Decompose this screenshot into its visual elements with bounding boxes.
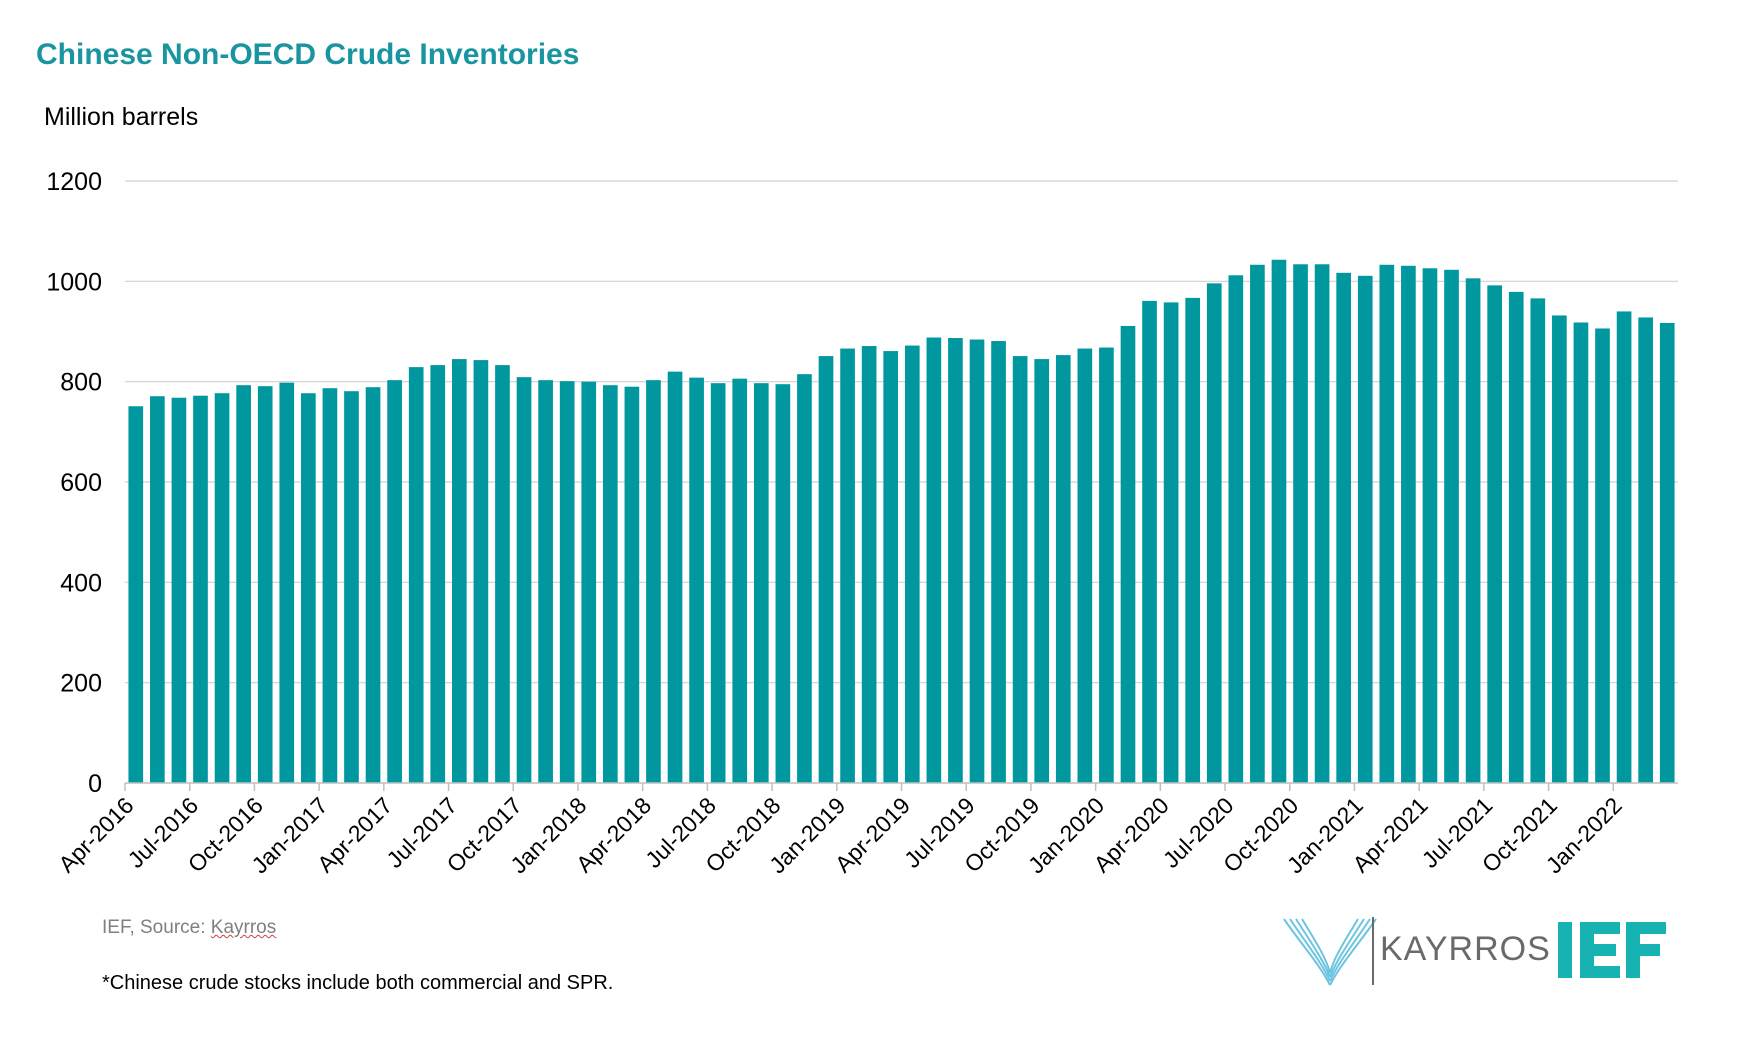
bar-Feb-2017 [344, 391, 359, 783]
bar-Dec-2016 [301, 393, 316, 783]
bar-Feb-2021 [1379, 264, 1395, 783]
bar-Aug-2020 [1250, 264, 1265, 783]
bar-Jan-2020 [1099, 347, 1114, 783]
bar-Oct-2020 [1293, 264, 1308, 783]
bar-Oct-2018 [775, 384, 791, 783]
bar-Oct-2019 [1034, 359, 1050, 783]
bar-Mar-2020 [1142, 300, 1157, 783]
ief-logo [1558, 922, 1666, 978]
bar-Mar-2022 [1659, 322, 1675, 783]
chart-title: Chinese Non-OECD Crude Inventories [36, 38, 580, 71]
bar-May-2021 [1444, 269, 1459, 783]
x-axis-ticks: Apr-2016Jul-2016Oct-2016Jan-2017Apr-2017… [53, 783, 1627, 878]
x-tick-label: Apr-2016 [53, 792, 138, 877]
bar-Oct-2021 [1552, 315, 1567, 783]
bar-Mar-2018 [624, 386, 640, 783]
bar-Nov-2018 [797, 374, 812, 783]
bar-May-2020 [1185, 297, 1201, 783]
y-tick-label: 1200 [46, 168, 102, 196]
bar-Aug-2017 [473, 360, 489, 783]
bar-Apr-2016 [128, 406, 144, 783]
y-axis-ticks: 0 200 400 600 800 1000 1200 [46, 168, 102, 798]
bar-Dec-2021 [1595, 328, 1610, 783]
bar-Aug-2021 [1508, 291, 1524, 783]
bar-Aug-2019 [991, 341, 1006, 783]
bar-Apr-2019 [904, 345, 920, 783]
bar-May-2016 [150, 396, 165, 783]
source-prefix: IEF, Source: [102, 917, 211, 938]
bar-Sep-2017 [495, 365, 510, 783]
bar-Jun-2017 [430, 365, 446, 783]
kayrros-wordmark: KAYRROS [1380, 930, 1551, 968]
bar-May-2017 [408, 367, 424, 783]
bar-Apr-2020 [1163, 302, 1179, 783]
y-tick-label: 0 [88, 770, 102, 798]
bar-Aug-2016 [214, 393, 230, 783]
bar-Jun-2016 [171, 397, 187, 783]
bar-Feb-2020 [1120, 325, 1136, 783]
bar-Jul-2017 [451, 359, 467, 783]
source-credit: IEF, Source: Kayrros [102, 917, 276, 939]
bar-Mar-2017 [365, 387, 381, 783]
bars [128, 259, 1675, 783]
bar-Nov-2016 [279, 382, 295, 783]
bar-Jul-2021 [1487, 285, 1502, 783]
bar-Nov-2019 [1055, 355, 1071, 783]
bar-Sep-2021 [1530, 298, 1546, 783]
bar-chart: 0 200 400 600 800 1000 1200 Apr-2016Jul-2016Oc… [46, 168, 1678, 878]
bar-Jun-2018 [689, 377, 704, 783]
bar-Jan-2019 [840, 348, 855, 783]
bar-Oct-2016 [257, 386, 273, 783]
bar-Dec-2020 [1336, 272, 1352, 783]
bar-Nov-2021 [1573, 322, 1589, 783]
y-tick-label: 800 [60, 369, 102, 397]
bar-Jul-2020 [1228, 275, 1244, 783]
bar-Jun-2021 [1465, 278, 1481, 783]
kayrros-logo [1283, 917, 1377, 986]
bar-Jan-2022 [1616, 311, 1632, 783]
bar-Sep-2019 [1012, 356, 1028, 783]
source-name: Kayrros [210, 917, 277, 938]
bar-Feb-2018 [602, 385, 618, 783]
bar-Jul-2016 [193, 395, 208, 783]
bar-Mar-2019 [883, 351, 899, 783]
bar-Dec-2017 [559, 381, 575, 783]
bar-Jan-2017 [322, 388, 338, 783]
bar-Apr-2018 [646, 380, 661, 783]
bar-Apr-2017 [387, 380, 402, 783]
bar-Sep-2016 [236, 385, 251, 783]
y-tick-label: 200 [60, 670, 102, 698]
bar-May-2018 [667, 371, 683, 783]
bar-Jun-2020 [1206, 283, 1222, 783]
bar-Apr-2021 [1422, 268, 1438, 783]
bar-Jul-2019 [969, 339, 985, 783]
bar-May-2019 [926, 337, 942, 783]
y-tick-label: 400 [60, 569, 102, 597]
bar-Aug-2018 [732, 378, 748, 783]
bar-Jan-2018 [581, 381, 597, 783]
bar-Mar-2021 [1401, 265, 1416, 783]
bar-Nov-2020 [1314, 264, 1330, 783]
footnote: *Chinese crude stocks include both comme… [102, 972, 614, 994]
gridlines [125, 180, 1678, 684]
bar-Jun-2019 [948, 338, 963, 783]
bar-Sep-2018 [753, 383, 769, 783]
bar-Dec-2019 [1077, 348, 1093, 783]
bar-Feb-2019 [861, 346, 877, 783]
bar-Jan-2021 [1357, 275, 1373, 783]
bar-Jul-2018 [710, 383, 726, 783]
bar-Sep-2020 [1271, 259, 1287, 783]
bar-Feb-2022 [1638, 317, 1653, 783]
y-tick-label: 600 [60, 469, 102, 497]
bar-Oct-2017 [516, 377, 532, 783]
y-axis-label: Million barrels [44, 103, 199, 131]
bar-Dec-2018 [818, 356, 834, 783]
bar-Nov-2017 [538, 380, 553, 783]
kayrros-wings-icon [1283, 918, 1377, 986]
y-tick-label: 1000 [46, 268, 102, 296]
